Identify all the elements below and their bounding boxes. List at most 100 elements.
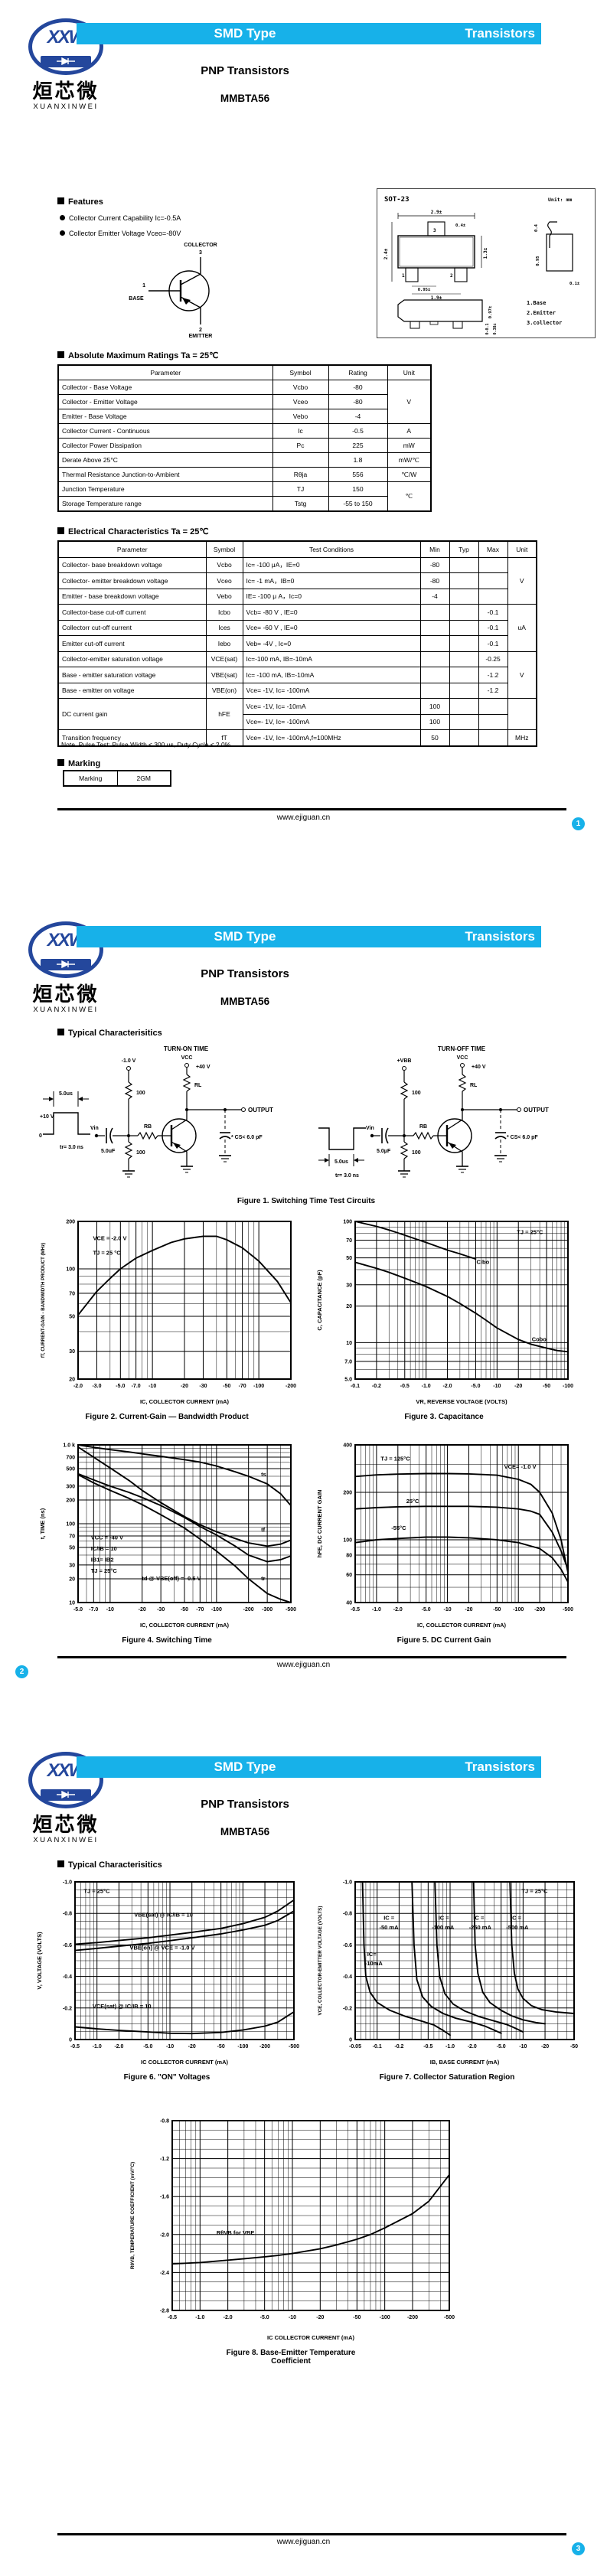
fig7-plot: -0.05 -0.1 -0.2 -0.5 -1.0 -2.0 -5.0 -10 -20 -50 0 -… (318, 1880, 578, 2066)
banner-right-label: Transistors (465, 929, 535, 944)
y-tick-label: 100 (66, 1267, 75, 1273)
chart-annotation: -500 mA (506, 1924, 529, 1931)
y-tick-label: -1.6 (160, 2195, 169, 2200)
svg-text:RB: RB (419, 1124, 427, 1130)
col-header: Symbol (272, 364, 329, 380)
y-tick-label: 70 (69, 1291, 75, 1296)
cell: Base - emitter saturation voltage (57, 667, 207, 683)
y-axis-label: V, VOLTAGE (VOLTS) (36, 1932, 43, 1990)
turn-on-circuit: TURN-ON TIME 5.0us +10 V 0 tr= 3.0 ns -1… (39, 1045, 273, 1178)
col-header: Max (478, 540, 508, 558)
y-tick-label: 30 (69, 1349, 75, 1355)
absolute-maximum-ratings-table: Parameter Symbol Rating Unit Collector -… (57, 364, 432, 512)
header-banner: SMD Type Transistors (77, 1756, 541, 1778)
cell: V (507, 651, 537, 699)
banner-left-label: SMD Type (214, 1759, 276, 1774)
cell: Vcbo (272, 380, 329, 395)
table-row: Collector-base cut-off current Icbo Vcb= -… (57, 604, 537, 652)
figure4-chart: -5.0 -7.0 -10 -20 -30 -50 -70 -100 -200 -300 -500 1… (37, 1439, 297, 1645)
y-tick-label: 100 (343, 1220, 352, 1225)
svg-text:VCC: VCC (457, 1055, 468, 1061)
chart-annotation: TJ = 125°C (380, 1456, 410, 1462)
svg-text:TURN-OFF TIME: TURN-OFF TIME (438, 1045, 486, 1052)
cell: Collector-base cut-off current (57, 604, 207, 621)
cell: Vce= -1V, Ic= -100mA,f=100MHz (242, 729, 421, 746)
svg-text:100: 100 (412, 1150, 421, 1156)
cell: Base - emitter on voltage (57, 682, 207, 699)
x-axis-label: IC COLLECTOR CURRENT (mA) (141, 2059, 229, 2066)
fig4-series-td (77, 1472, 292, 1563)
svg-text:2.9±: 2.9± (431, 210, 442, 215)
table-row: Collector - Base Voltage Vcbo -80 V (57, 380, 432, 424)
svg-text:RL: RL (470, 1083, 478, 1088)
x-tick-label: -500 (563, 1607, 573, 1612)
cell: V (507, 556, 537, 605)
svg-text:EMITTER: EMITTER (189, 334, 213, 338)
x-tick-label: -10 (106, 1607, 114, 1612)
svg-text:VCC: VCC (181, 1055, 193, 1061)
cell: Vceo (205, 572, 243, 589)
svg-text:OUTPUT: OUTPUT (524, 1107, 549, 1114)
page-number: 3 (572, 2542, 585, 2555)
x-tick-label: -2.0 (443, 1384, 452, 1389)
cell (449, 713, 479, 730)
feature-item: Collector Emitter Voltage Vceo=-80V (60, 230, 181, 237)
product-type: PNP Transistors (201, 64, 289, 77)
col-header: Rating (328, 364, 388, 380)
cell: Collector Current - Continuous (57, 423, 273, 439)
y-tick-label: 70 (346, 1238, 352, 1244)
cell: 2GM (116, 770, 171, 787)
table-row: Junction Temperature TJ 150 ℃ (57, 481, 432, 512)
chart-annotation: VBE(sat) @ IC/IB = 10 (134, 1911, 193, 1918)
x-tick-label: -200 (407, 2315, 418, 2320)
cell: TJ (272, 481, 329, 497)
cell: Vcb= -80 V , IE=0 (242, 604, 421, 621)
x-tick-label: -0.5 (400, 1384, 410, 1389)
header-banner: SMD Type Transistors (77, 926, 541, 947)
y-tick-label: 5.0 (344, 1378, 352, 1383)
logo-english-name: XUANXINWEI (33, 1836, 99, 1844)
x-tick-label: -2.0 (114, 2044, 123, 2049)
cell: Vce=- 1V, Ic= -100mA (242, 713, 421, 730)
cell: Ices (205, 619, 243, 636)
fig4-series-tr (77, 1473, 292, 1603)
svg-text:+10 V: +10 V (40, 1114, 54, 1120)
feature-item: Collector Current Capability Ic=-0.5A (60, 214, 181, 222)
pin1-label: 1.Base (527, 300, 546, 306)
x-tick-label: -200 (259, 2044, 270, 2049)
fig4-series-ts (77, 1444, 292, 1507)
table-row: Emitter - base breakdown voltage Vebo IE= … (57, 588, 537, 605)
fig3-series-Cibo (354, 1221, 477, 1260)
table-row: DC current gain hFE Vce= -1V, Ic= -10mA 100 (57, 698, 537, 730)
x-tick-label: -5.0 (73, 1607, 83, 1612)
x-tick-label: -1.0 (195, 2315, 204, 2320)
x-tick-label: -5.0 (497, 2044, 506, 2049)
y-tick-label: 30 (69, 1563, 75, 1568)
cell: Marking (63, 770, 118, 787)
chart-annotation: -50 mA (380, 1924, 400, 1931)
y-tick-label: -0.2 (63, 2006, 72, 2011)
table-header-row: Parameter Symbol Rating Unit (57, 364, 432, 380)
banner-right-label: Transistors (465, 26, 535, 41)
fig3-series-Cobo (354, 1261, 569, 1353)
cell (419, 682, 450, 699)
cell: Collector- emitter breakdown voltage (57, 572, 207, 589)
fig6-plot: -0.5 -1.0 -2.0 -5.0 -10 -20 -50 -100 -200 -500 0 -0… (36, 1880, 299, 2066)
y-tick-label: 1.0 k (63, 1443, 75, 1449)
y-tick-label: 20 (346, 1304, 352, 1309)
turn-off-circuit: TURN-OFF TIME 5.0us tr= 3.0 ns +VBB 100 … (318, 1045, 549, 1179)
typical-characteristics-heading: Typical Characterisitics (57, 1860, 162, 1870)
chart-annotation: IC = (473, 1914, 485, 1921)
svg-text:1.3±: 1.3± (483, 247, 488, 259)
fig7-series-IC=-100mA (434, 1881, 524, 2033)
cell (478, 572, 508, 589)
cell: -0.25 (478, 651, 508, 667)
part-number: MMBTA56 (220, 1826, 270, 1837)
svg-text:0.1±: 0.1± (569, 282, 580, 286)
chart-annotation: -100 mA (432, 1924, 455, 1931)
x-tick-label: -5.0 (260, 2315, 269, 2320)
chart-annotation: -55°C (391, 1524, 406, 1531)
bullet-icon (60, 215, 65, 220)
x-tick-label: -30 (157, 1607, 165, 1612)
cell (419, 651, 450, 667)
